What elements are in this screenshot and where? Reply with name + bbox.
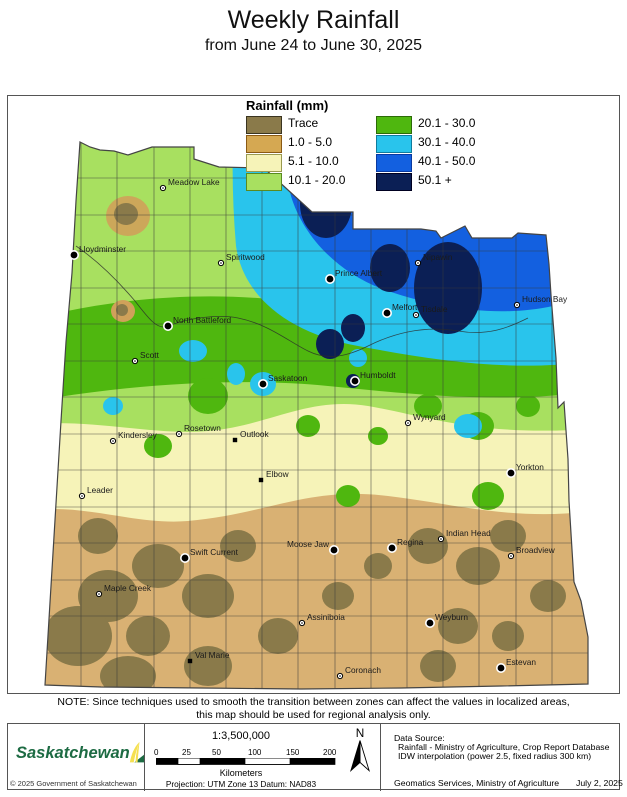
svg-text:Lloydminster: Lloydminster <box>79 244 126 254</box>
svg-text:Rosetown: Rosetown <box>184 423 221 433</box>
svg-text:Kindersley: Kindersley <box>118 430 158 440</box>
svg-text:Humboldt: Humboldt <box>360 370 396 380</box>
svg-text:Elbow: Elbow <box>266 469 290 479</box>
svg-text:Val Marie: Val Marie <box>195 650 230 660</box>
svg-text:Spiritwood: Spiritwood <box>226 252 265 262</box>
svg-text:Weyburn: Weyburn <box>435 612 468 622</box>
svg-text:Assiniboia: Assiniboia <box>307 612 345 622</box>
svg-text:Moose Jaw: Moose Jaw <box>287 539 330 549</box>
svg-text:Yorkton: Yorkton <box>516 462 544 472</box>
svg-text:Swift Current: Swift Current <box>190 547 239 557</box>
svg-text:Regina: Regina <box>397 537 424 547</box>
svg-text:Wynyard: Wynyard <box>413 412 446 422</box>
svg-text:Coronach: Coronach <box>345 665 381 675</box>
svg-text:Hudson Bay: Hudson Bay <box>522 294 568 304</box>
svg-text:Saskatoon: Saskatoon <box>268 373 308 383</box>
svg-text:Melfort: Melfort <box>392 302 418 312</box>
svg-text:Outlook: Outlook <box>240 429 269 439</box>
svg-text:Scott: Scott <box>140 350 160 360</box>
svg-text:Prince Albert: Prince Albert <box>335 268 383 278</box>
svg-text:Leader: Leader <box>87 485 113 495</box>
svg-text:Tisdale: Tisdale <box>421 304 448 314</box>
svg-text:Estevan: Estevan <box>506 657 536 667</box>
svg-text:Maple Creek: Maple Creek <box>104 583 152 593</box>
svg-text:Nipawin: Nipawin <box>423 252 453 262</box>
svg-text:N: N <box>356 726 365 740</box>
svg-text:Broadview: Broadview <box>516 545 556 555</box>
svg-text:Meadow Lake: Meadow Lake <box>168 177 220 187</box>
svg-text:Indian Head: Indian Head <box>446 528 491 538</box>
svg-text:North Battleford: North Battleford <box>173 315 231 325</box>
